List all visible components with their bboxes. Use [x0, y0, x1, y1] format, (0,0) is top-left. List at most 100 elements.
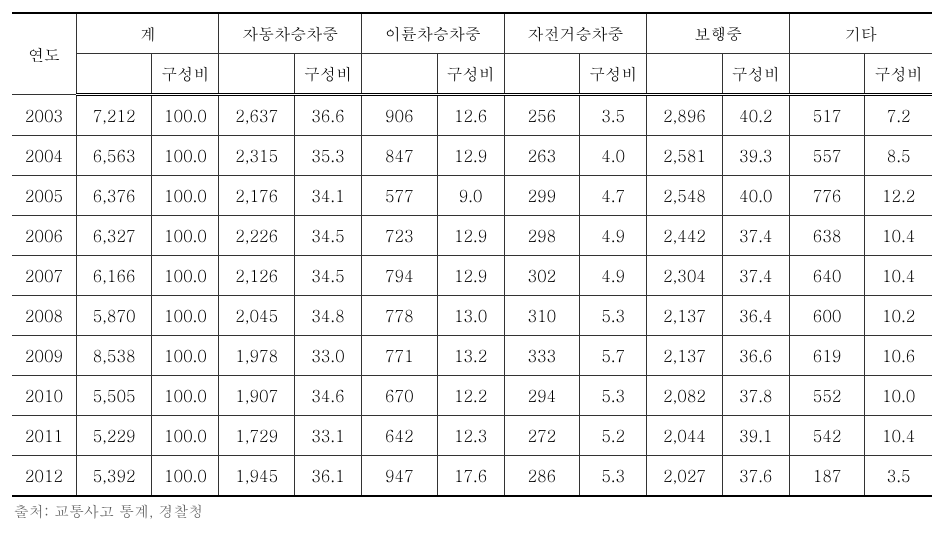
- cell-value: 577: [362, 176, 437, 216]
- cell-year: 2004: [12, 136, 76, 176]
- cell-value: 9.0: [437, 176, 504, 216]
- cell-value: 263: [504, 136, 579, 176]
- cell-value: 2,045: [219, 296, 294, 336]
- cell-value: 40.2: [722, 95, 789, 136]
- cell-value: 5,505: [76, 376, 151, 416]
- cell-value: 517: [789, 95, 864, 136]
- cell-value: 100.0: [152, 416, 219, 456]
- cell-value: 670: [362, 376, 437, 416]
- cell-value: 12.9: [437, 216, 504, 256]
- cell-value: 6,563: [76, 136, 151, 176]
- cell-value: 6,376: [76, 176, 151, 216]
- col-total-ratio: 구성비: [152, 54, 219, 95]
- col-car-ratio: 구성비: [294, 54, 361, 95]
- cell-value: 12.9: [437, 136, 504, 176]
- col-bike-value: [504, 54, 579, 95]
- cell-value: 100.0: [152, 136, 219, 176]
- cell-value: 906: [362, 95, 437, 136]
- table-row: 20046,563100.02,31535.384712.92634.02,58…: [12, 136, 932, 176]
- cell-value: 100.0: [152, 95, 219, 136]
- cell-value: 557: [789, 136, 864, 176]
- cell-value: 2,176: [219, 176, 294, 216]
- cell-value: 5,870: [76, 296, 151, 336]
- cell-value: 333: [504, 336, 579, 376]
- cell-value: 298: [504, 216, 579, 256]
- cell-value: 2,226: [219, 216, 294, 256]
- cell-value: 100.0: [152, 456, 219, 497]
- col-group-total: 계: [76, 13, 219, 54]
- table-row: 20056,376100.02,17634.15779.02994.72,548…: [12, 176, 932, 216]
- cell-value: 34.5: [294, 256, 361, 296]
- cell-value: 256: [504, 95, 579, 136]
- cell-value: 778: [362, 296, 437, 336]
- cell-value: 5,392: [76, 456, 151, 497]
- cell-value: 4.7: [580, 176, 647, 216]
- cell-year: 2007: [12, 256, 76, 296]
- cell-value: 286: [504, 456, 579, 497]
- cell-value: 10.2: [865, 296, 932, 336]
- cell-value: 847: [362, 136, 437, 176]
- cell-value: 3.5: [580, 95, 647, 136]
- table-row: 20037,212100.02,63736.690612.62563.52,89…: [12, 95, 932, 136]
- cell-value: 100.0: [152, 336, 219, 376]
- cell-value: 310: [504, 296, 579, 336]
- table-row: 20098,538100.01,97833.077113.23335.72,13…: [12, 336, 932, 376]
- cell-value: 36.6: [294, 95, 361, 136]
- cell-value: 5.2: [580, 416, 647, 456]
- cell-value: 5.3: [580, 376, 647, 416]
- cell-value: 2,304: [647, 256, 722, 296]
- cell-value: 638: [789, 216, 864, 256]
- cell-value: 794: [362, 256, 437, 296]
- cell-value: 642: [362, 416, 437, 456]
- cell-value: 12.9: [437, 256, 504, 296]
- table-body: 20037,212100.02,63736.690612.62563.52,89…: [12, 95, 932, 497]
- col-car-value: [219, 54, 294, 95]
- cell-year: 2009: [12, 336, 76, 376]
- cell-value: 2,315: [219, 136, 294, 176]
- col-bike-ratio: 구성비: [580, 54, 647, 95]
- cell-value: 552: [789, 376, 864, 416]
- cell-year: 2011: [12, 416, 76, 456]
- cell-value: 2,442: [647, 216, 722, 256]
- col-year-header: 연도: [12, 13, 76, 95]
- cell-value: 947: [362, 456, 437, 497]
- cell-value: 4.9: [580, 256, 647, 296]
- cell-year: 2005: [12, 176, 76, 216]
- cell-value: 272: [504, 416, 579, 456]
- cell-value: 13.2: [437, 336, 504, 376]
- col-group-other: 기타: [789, 13, 932, 54]
- cell-value: 4.9: [580, 216, 647, 256]
- cell-value: 35.3: [294, 136, 361, 176]
- cell-value: 600: [789, 296, 864, 336]
- table-row: 20066,327100.02,22634.572312.92984.92,44…: [12, 216, 932, 256]
- cell-value: 5.3: [580, 296, 647, 336]
- cell-value: 5.3: [580, 456, 647, 497]
- cell-year: 2003: [12, 95, 76, 136]
- cell-value: 619: [789, 336, 864, 376]
- cell-year: 2006: [12, 216, 76, 256]
- cell-value: 1,945: [219, 456, 294, 497]
- col-group-pedestrian: 보행중: [647, 13, 790, 54]
- cell-value: 34.6: [294, 376, 361, 416]
- cell-value: 37.6: [722, 456, 789, 497]
- cell-value: 4.0: [580, 136, 647, 176]
- cell-value: 10.4: [865, 216, 932, 256]
- cell-value: 10.6: [865, 336, 932, 376]
- cell-value: 40.0: [722, 176, 789, 216]
- cell-value: 10.4: [865, 256, 932, 296]
- cell-value: 34.8: [294, 296, 361, 336]
- cell-value: 10.0: [865, 376, 932, 416]
- cell-value: 302: [504, 256, 579, 296]
- cell-value: 1,729: [219, 416, 294, 456]
- cell-value: 37.4: [722, 256, 789, 296]
- table-row: 20125,392100.01,94536.194717.62865.32,02…: [12, 456, 932, 497]
- cell-value: 5,229: [76, 416, 151, 456]
- cell-value: 100.0: [152, 176, 219, 216]
- col-ped-value: [647, 54, 722, 95]
- col-other-ratio: 구성비: [865, 54, 932, 95]
- cell-value: 13.0: [437, 296, 504, 336]
- cell-value: 6,166: [76, 256, 151, 296]
- cell-value: 771: [362, 336, 437, 376]
- cell-value: 6,327: [76, 216, 151, 256]
- cell-value: 17.6: [437, 456, 504, 497]
